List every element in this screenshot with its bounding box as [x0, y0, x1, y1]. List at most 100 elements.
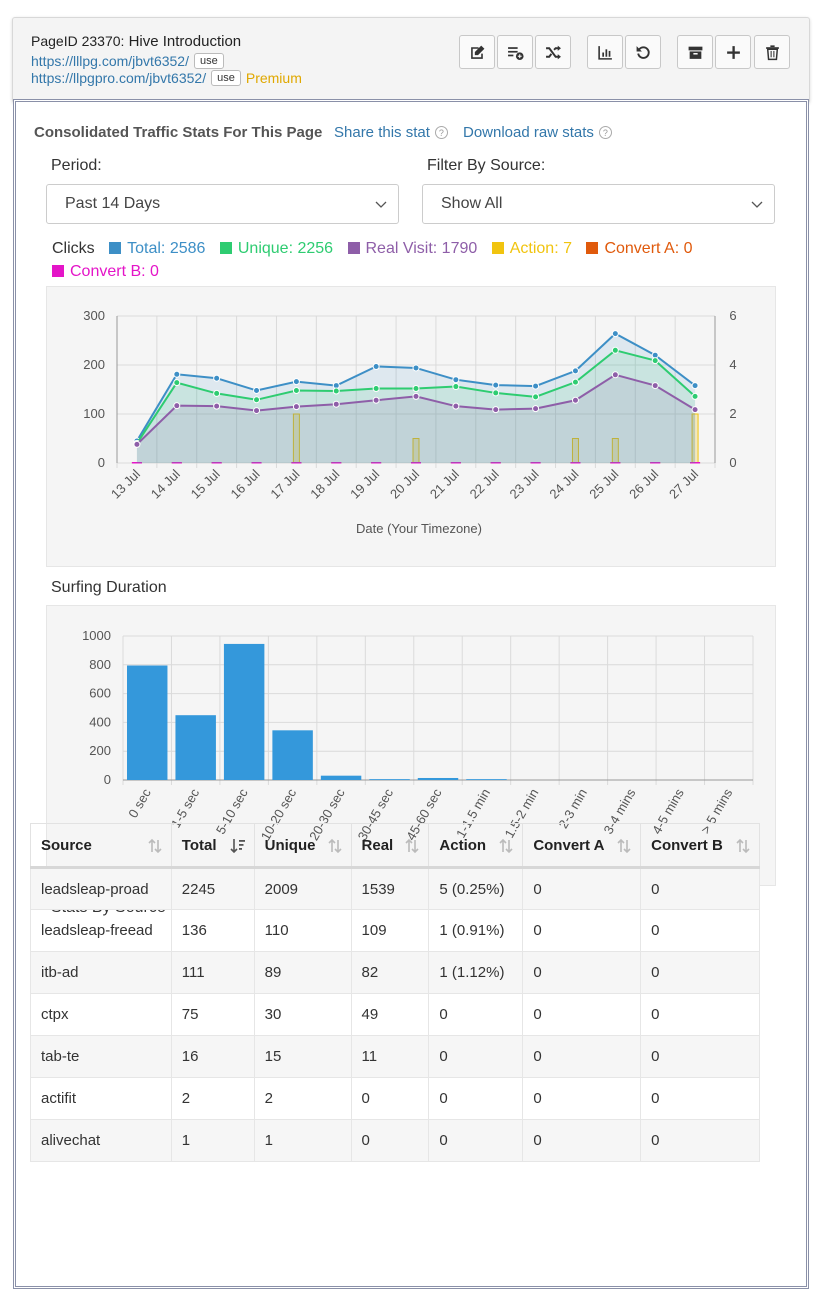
column-header[interactable]: Action: [428, 823, 524, 869]
x-tick-label: 21 Jul: [427, 466, 462, 501]
table-cell: tab-te: [30, 1035, 172, 1078]
x-tick-label: 19 Jul: [347, 466, 382, 501]
convert-bar: [131, 462, 142, 464]
table-cell: 0: [522, 993, 642, 1036]
data-point: [571, 367, 579, 375]
table-cell: 89: [253, 951, 352, 994]
convert-bar: [530, 462, 541, 464]
shuffle-button[interactable]: [535, 35, 571, 69]
data-point: [133, 440, 141, 448]
convert-bar: [490, 462, 501, 464]
page-name: Hive Introduction: [128, 33, 242, 50]
legend-convert-b[interactable]: Convert B: 0: [52, 263, 159, 280]
y2-tick-label: 2: [729, 406, 736, 421]
data-point: [412, 385, 420, 393]
column-header[interactable]: Convert A: [522, 823, 642, 869]
legend-total[interactable]: Total: 2586: [109, 240, 205, 257]
legend-swatch: [109, 242, 122, 254]
reset-button[interactable]: [625, 35, 661, 69]
x-tick-label: 14 Jul: [148, 466, 183, 501]
y2-tick-label: 0: [729, 455, 736, 470]
share-stat-link[interactable]: Share this stat ?: [334, 124, 448, 141]
column-header[interactable]: Total: [170, 823, 255, 869]
table-cell: 0: [640, 1077, 760, 1120]
data-point: [611, 371, 619, 379]
add-button[interactable]: [715, 35, 751, 69]
column-header[interactable]: Convert B: [640, 823, 760, 869]
period-select[interactable]: Past 14 Days: [46, 184, 399, 224]
y-tick-label: 1000: [82, 628, 111, 643]
data-point: [213, 389, 221, 397]
x-tick-label: 22 Jul: [467, 466, 502, 501]
table-cell: 0: [428, 1077, 524, 1120]
x-tick-label: 15 Jul: [188, 466, 223, 501]
archive-button[interactable]: [677, 35, 713, 69]
data-point: [532, 405, 540, 413]
table-row: itb-ad 111 89 82 1 (1.12%) 0 0: [30, 951, 760, 994]
data-point: [292, 386, 300, 394]
data-point: [372, 385, 380, 393]
convert-bar: [251, 462, 262, 464]
data-point: [332, 400, 340, 408]
y-tick-label: 800: [89, 657, 111, 672]
table-cell: 16: [170, 1035, 255, 1078]
add-to-list-button[interactable]: [497, 35, 533, 69]
x-tick-label: 24 Jul: [546, 466, 581, 501]
page-info-card: PageID 23370: Hive Introduction https://…: [12, 17, 810, 103]
column-header-label: Total: [181, 836, 217, 854]
clicks-legend: Clicks Total: 2586 Unique: 2256 Real Vis…: [52, 237, 732, 283]
x-tick-label: 25 Jul: [586, 466, 621, 501]
legend-swatch: [491, 242, 504, 254]
use-button-1[interactable]: use: [193, 53, 224, 69]
table-cell: 0: [428, 993, 524, 1036]
legend-swatch: [52, 265, 64, 277]
delete-icon: [765, 44, 779, 60]
reset-icon: [636, 45, 650, 59]
column-header[interactable]: Unique: [253, 823, 352, 869]
legend-label: Real Visit: 1790: [365, 240, 478, 257]
legend-swatch: [219, 242, 232, 254]
x-tick-label: 27 Jul: [666, 466, 701, 501]
table-cell: 1 (1.12%): [428, 951, 524, 994]
column-header[interactable]: Real: [350, 823, 430, 869]
legend-convert-a[interactable]: Convert A: 0: [586, 240, 693, 257]
edit-icon: [470, 45, 484, 59]
table-row: actifit 2 2 0 0 0 0: [30, 1077, 760, 1120]
table-cell: 2: [170, 1077, 255, 1120]
legend-unique[interactable]: Unique: 2256: [219, 240, 333, 257]
archive-icon: [688, 46, 702, 59]
data-point: [213, 374, 221, 382]
table-cell: 1: [253, 1119, 352, 1162]
legend-clicks-label: Clicks: [52, 240, 95, 257]
data-point: [571, 396, 579, 404]
x-axis-label: Date (Your Timezone): [356, 521, 482, 536]
x-tick-label: 26 Jul: [626, 466, 661, 501]
column-header-label: Source: [41, 836, 92, 854]
data-point: [292, 403, 300, 411]
legend-real-visit[interactable]: Real Visit: 1790: [347, 240, 478, 257]
data-point: [452, 383, 460, 391]
legend-action[interactable]: Action: 7: [491, 240, 572, 257]
table-cell: 1539: [350, 867, 430, 910]
column-header[interactable]: Source: [30, 823, 172, 869]
table-cell: 0: [428, 1035, 524, 1078]
delete-button[interactable]: [754, 35, 790, 69]
page-link-1[interactable]: https://lllpg.com/jbvt6352/: [31, 53, 189, 69]
table-cell: 2245: [170, 867, 255, 910]
y-tick-label: 0: [98, 455, 105, 470]
convert-bar: [371, 462, 382, 464]
share-stat-label: Share this stat: [334, 124, 430, 141]
stats-button[interactable]: [587, 35, 623, 69]
table-row: leadsleap-freead 136 110 109 1 (0.91%) 0 0: [30, 909, 760, 952]
duration-bar: [417, 777, 459, 780]
source-filter-select[interactable]: Show All: [422, 184, 775, 224]
convert-bar: [411, 462, 421, 464]
y-tick-label: 200: [89, 743, 111, 758]
edit-button[interactable]: [459, 35, 495, 69]
download-raw-stats-link[interactable]: Download raw stats ?: [463, 124, 612, 141]
page-link-2[interactable]: https://llpgpro.com/jbvt6352/: [31, 70, 207, 86]
y-tick-label: 0: [104, 772, 111, 787]
duration-bar: [127, 665, 168, 780]
use-button-2[interactable]: use: [211, 70, 241, 86]
